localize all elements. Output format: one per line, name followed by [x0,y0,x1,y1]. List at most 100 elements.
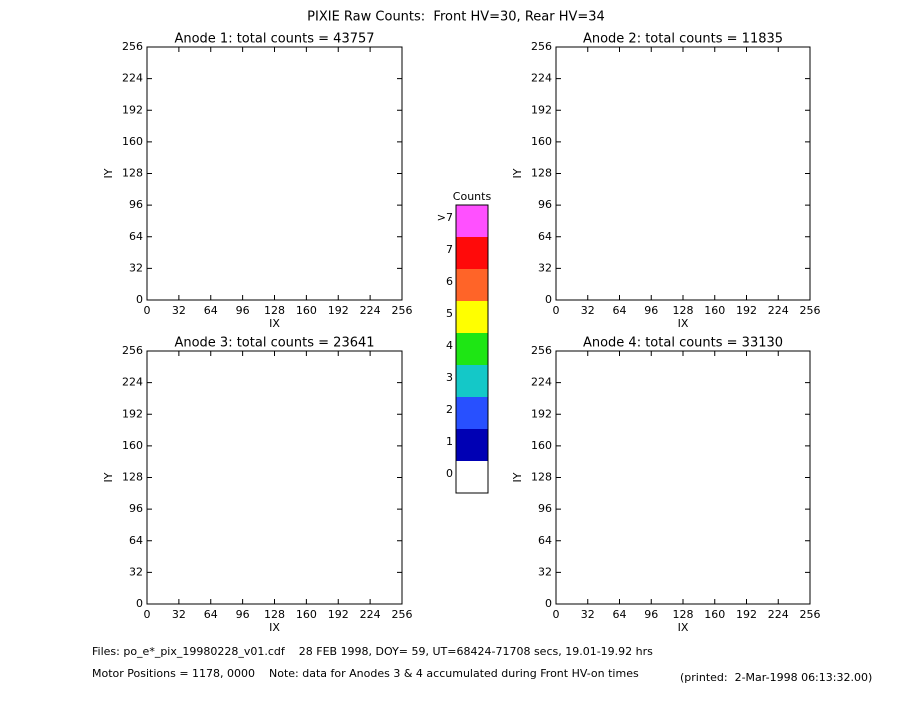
x-tick-label: 128 [264,608,285,621]
x-tick-label: 96 [236,304,250,317]
colorbar-cell [456,237,488,269]
x-tick-label: 224 [360,608,381,621]
page-title: PIXIE Raw Counts: Front HV=30, Rear HV=3… [307,10,605,25]
y-tick-label: 192 [122,407,143,420]
footer-motor: Motor Positions = 1178, 0000 Note: data … [92,667,639,680]
y-tick-label: 192 [122,103,143,116]
x-tick-label: 192 [736,304,757,317]
x-tick-label: 224 [768,304,789,317]
x-tick-label: 64 [613,608,627,621]
x-tick-label: 256 [392,608,413,621]
y-tick-label: 160 [122,439,143,452]
x-tick-label: 32 [581,608,595,621]
x-tick-label: 192 [736,608,757,621]
plot-frame [146,46,403,301]
y-tick-label: 0 [545,293,552,306]
footer-printed: (printed: 2-Mar-1998 06:13:32.00) [680,671,872,684]
y-tick-label: 224 [531,376,552,389]
colorbar-cell [456,365,488,397]
colorbar-label: 5 [446,307,453,320]
y-tick-label: 0 [136,293,143,306]
x-tick-label: 224 [768,608,789,621]
y-tick-label: 256 [122,40,143,53]
y-tick-label: 64 [538,230,552,243]
x-tick-label: 64 [613,304,627,317]
x-tick-label: 160 [704,304,725,317]
y-tick-label: 96 [129,198,143,211]
y-tick-label: 32 [129,565,143,578]
colorbar-frame [455,204,489,494]
x-tick-label: 128 [673,304,694,317]
colorbar-title: Counts [453,190,492,203]
y-tick-label: 128 [122,471,143,484]
colorbar-cell [456,301,488,333]
plot-frame [555,46,811,301]
y-tick-label: 224 [531,72,552,85]
y-tick-label: 64 [538,534,552,547]
y-tick-label: 32 [538,565,552,578]
y-tick-label: 96 [538,502,552,515]
colorbar-label: 4 [446,339,453,352]
colorbar-cell [456,397,488,429]
x-tick-label: 128 [264,304,285,317]
y-tick-label: 128 [122,167,143,180]
x-axis-label: IX [678,317,689,330]
x-tick-label: 96 [644,304,658,317]
colorbar-cell [456,269,488,301]
y-axis-label: IY [511,472,524,482]
plot-frame [555,350,811,605]
x-axis-label: IX [678,621,689,634]
y-tick-label: 64 [129,534,143,547]
y-tick-label: 256 [531,40,552,53]
panel-title: Anode 4: total counts = 33130 [583,336,783,351]
x-axis-label: IX [269,621,280,634]
x-tick-label: 32 [172,608,186,621]
colorbar-cell [456,429,488,461]
x-tick-label: 96 [236,608,250,621]
x-tick-label: 64 [204,608,218,621]
x-tick-label: 192 [328,608,349,621]
y-tick-label: 256 [122,344,143,357]
y-tick-label: 224 [122,376,143,389]
colorbar-label: 1 [446,435,453,448]
y-tick-label: 96 [538,198,552,211]
x-tick-label: 0 [144,608,151,621]
x-tick-label: 160 [296,304,317,317]
y-tick-label: 96 [129,502,143,515]
x-tick-label: 160 [704,608,725,621]
footer-files: Files: po_e*_pix_19980228_v01.cdf 28 FEB… [92,645,653,658]
y-tick-label: 128 [531,471,552,484]
colorbar-label: 3 [446,371,453,384]
colorbar-cell [456,333,488,365]
colorbar-label: 6 [446,275,453,288]
x-tick-label: 256 [392,304,413,317]
x-tick-label: 224 [360,304,381,317]
y-tick-label: 224 [122,72,143,85]
y-tick-label: 160 [122,135,143,148]
y-axis-label: IY [511,168,524,178]
x-tick-label: 256 [800,304,821,317]
x-axis-label: IX [269,317,280,330]
y-tick-label: 64 [129,230,143,243]
y-tick-label: 192 [531,103,552,116]
panel-title: Anode 1: total counts = 43757 [174,32,374,47]
colorbar-cell [456,461,488,493]
x-tick-label: 0 [553,608,560,621]
y-axis-label: IY [102,168,115,178]
x-tick-label: 256 [800,608,821,621]
y-tick-label: 256 [531,344,552,357]
y-tick-label: 0 [545,597,552,610]
y-tick-label: 192 [531,407,552,420]
y-tick-label: 0 [136,597,143,610]
x-tick-label: 32 [172,304,186,317]
y-tick-label: 128 [531,167,552,180]
x-tick-label: 128 [673,608,694,621]
x-tick-label: 0 [553,304,560,317]
x-tick-label: 64 [204,304,218,317]
x-tick-label: 32 [581,304,595,317]
colorbar-label: >7 [437,211,453,224]
colorbar-label: 0 [446,467,453,480]
panel-title: Anode 2: total counts = 11835 [583,32,783,47]
x-tick-label: 96 [644,608,658,621]
colorbar-label: 7 [446,243,453,256]
